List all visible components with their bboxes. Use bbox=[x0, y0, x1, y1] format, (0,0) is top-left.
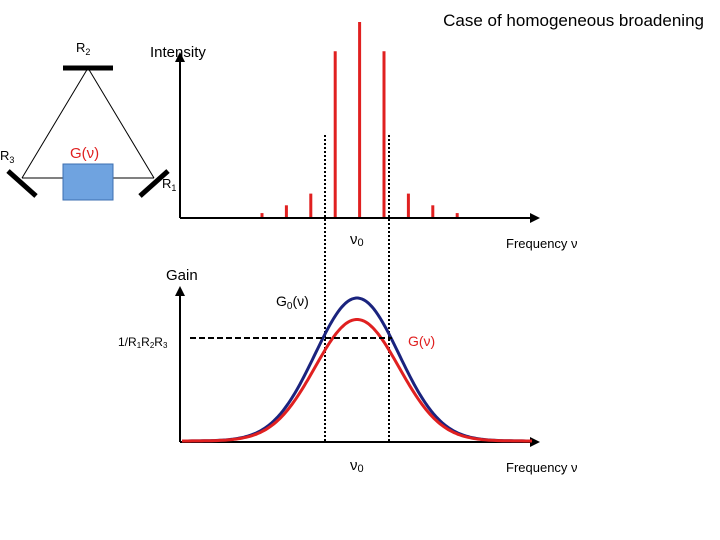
mirror-r2-label: R2 bbox=[76, 40, 90, 57]
slide-title: Case of homogeneous broadening bbox=[443, 11, 704, 30]
gain-center-label: ν0 bbox=[350, 457, 364, 475]
spectrum-y-axis-arrow bbox=[175, 52, 185, 62]
gain-y-label: Gain bbox=[166, 267, 198, 284]
longitudinal-modes bbox=[260, 22, 459, 217]
spectrum-x-label: Frequency ν bbox=[506, 236, 578, 251]
saturated-gain-label: G(ν) bbox=[408, 333, 435, 349]
gain-plot: Gain Frequency ν ν0 1/R1R2R3 G0(ν) G(ν) bbox=[118, 267, 578, 475]
mirror-r1-label: R1 bbox=[162, 176, 176, 193]
gain-medium-label: G(ν) bbox=[70, 145, 99, 162]
laser-cavity-diagram: R2 R3 R1 G(ν) bbox=[0, 40, 176, 201]
gain-y-axis-arrow bbox=[175, 286, 185, 296]
mirror-r3-label: R3 bbox=[0, 148, 14, 165]
gain-medium-block bbox=[62, 163, 114, 201]
unsaturated-gain-label: G0(ν) bbox=[276, 293, 309, 312]
saturated-gain-curve bbox=[182, 318, 532, 443]
beam-path-top-left bbox=[21, 67, 89, 179]
beam-path-top-right bbox=[87, 67, 155, 179]
spectrum-center-label: ν0 bbox=[350, 231, 364, 249]
spectrum-y-label: Intensity bbox=[150, 44, 206, 61]
gain-x-label: Frequency ν bbox=[506, 460, 578, 475]
spectrum-x-axis-arrow bbox=[530, 213, 540, 223]
gain-x-axis-arrow bbox=[530, 437, 540, 447]
spectrum-plot: Intensity Frequency ν ν0 bbox=[150, 22, 578, 251]
threshold-label: 1/R1R2R3 bbox=[118, 335, 168, 350]
mirror-r3 bbox=[6, 169, 38, 198]
mirror-r1 bbox=[138, 169, 170, 198]
